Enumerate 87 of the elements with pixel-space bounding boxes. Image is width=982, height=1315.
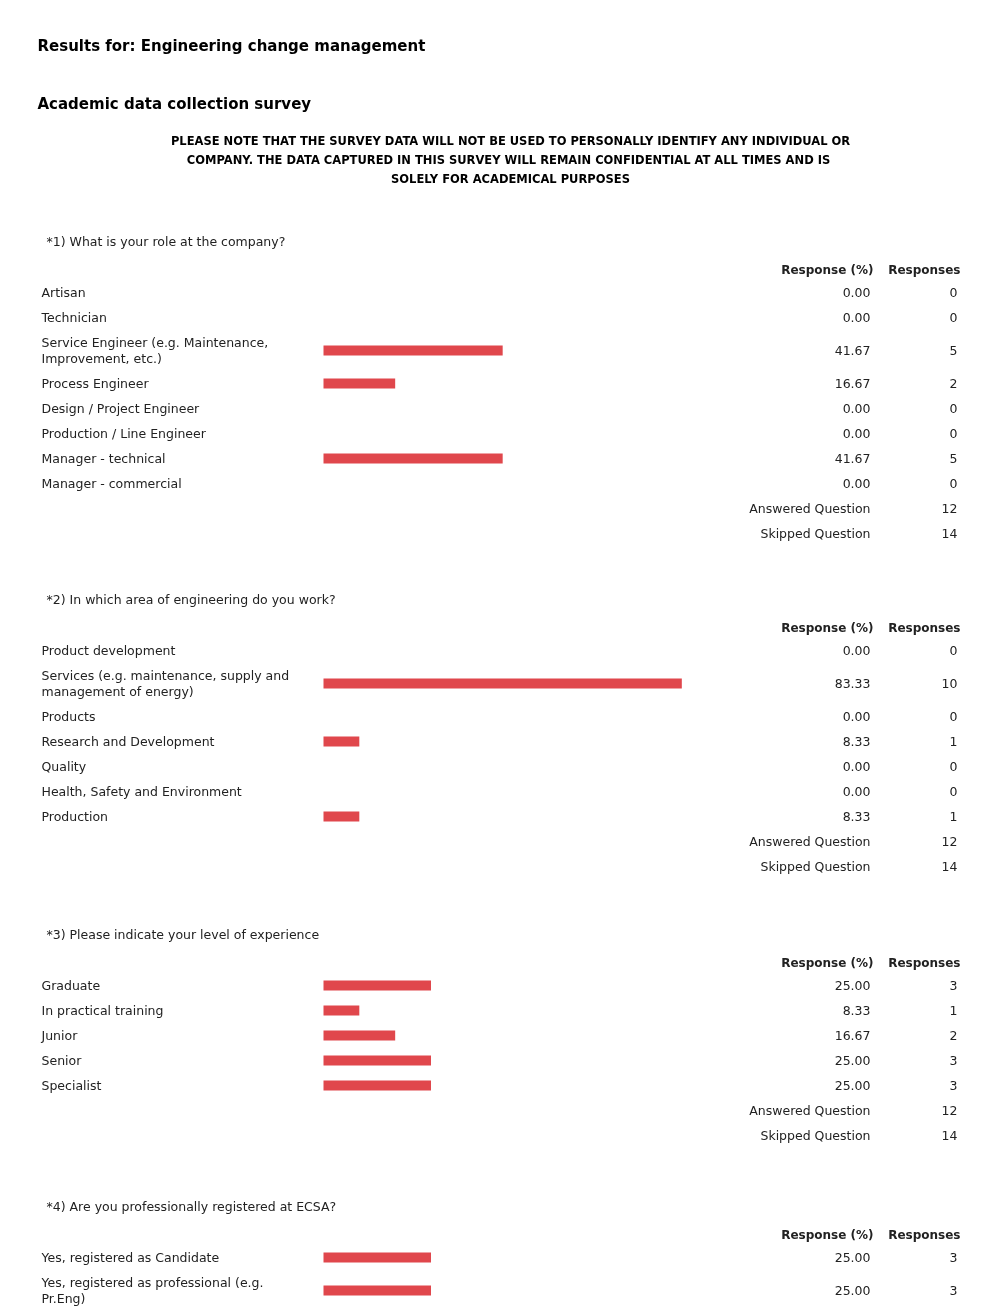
data-label: 25.00 — [834, 978, 871, 993]
data-label: 0.00 — [842, 310, 871, 325]
data-label: 41.67 — [834, 343, 871, 358]
text: 10 — [941, 676, 958, 691]
category-label: Products — [41, 709, 96, 724]
category-label: Service Engineer (e.g. Maintenance, Improvement, etc.) — [41, 335, 269, 366]
text: Results for: Engineering change management — [37, 36, 426, 55]
text: 2 — [949, 1028, 958, 1043]
text: 3 — [949, 1283, 958, 1298]
data-label: 0.00 — [842, 426, 871, 441]
data-label: 16.67 — [834, 376, 871, 391]
data-label: 0.00 — [842, 476, 871, 491]
text: Answered Question 12 — [749, 834, 958, 849]
category-label: Process Engineer — [41, 376, 149, 391]
text: Answered Question 12 — [749, 501, 958, 516]
text: Response (%) — [781, 955, 874, 970]
category-label: Manager - technical — [41, 451, 166, 466]
category-label: Specialist — [41, 1078, 102, 1093]
text: 0 — [949, 476, 958, 491]
category-label: Services (e.g. maintenance, supply and management of energy) — [41, 668, 290, 699]
text: Response (%) — [781, 620, 874, 635]
category-label: Manager - commercial — [41, 476, 182, 491]
text: 0 — [949, 759, 958, 774]
text: 0 — [949, 310, 958, 325]
text: 1 — [949, 1003, 958, 1018]
data-label: 41.67 — [834, 451, 871, 466]
y-axis-title: *2) In which area of engineering do you work? — [46, 592, 336, 607]
data-label: 25.00 — [834, 1078, 871, 1093]
data-label: 16.67 — [834, 1028, 871, 1043]
data-label: 0.00 — [842, 759, 871, 774]
category-label: Health, Safety and Environment — [41, 784, 242, 799]
text: 5 — [949, 451, 958, 466]
category-label: Production / Line Engineer — [41, 426, 206, 441]
category-label: Research and Development — [41, 734, 215, 749]
category-label: Senior — [41, 1053, 82, 1068]
text: Responses — [888, 1227, 961, 1242]
text: Responses — [888, 955, 961, 970]
text: PLEASE NOTE THAT THE SURVEY DATA WILL NOT BE USED TO PERSONALLY IDENTIFY ANY INDIVIDUAL OR COMPANY. THE DATA CAPTURED IN THIS SURVEY WILL REMAIN CONFIDENTIAL AT ALL TIMES AND IS SOLELY FOR ACADEMICAL PURPOSES — [170, 133, 851, 186]
category-label: In practical training — [41, 1003, 164, 1018]
category-label: Product development — [41, 643, 176, 658]
y-axis-title: *4) Are you professionally registered at ECSA? — [46, 1199, 337, 1214]
category-label: Junior — [41, 1028, 78, 1043]
category-label: Design / Project Engineer — [41, 401, 200, 416]
text: 0 — [949, 643, 958, 658]
category-label: Yes, registered as Candidate — [41, 1250, 220, 1265]
text: 3 — [949, 1250, 958, 1265]
category-label: Technician — [41, 310, 107, 325]
text: Response (%) — [781, 262, 874, 277]
category-label: Production — [41, 809, 109, 824]
text: Skipped Question 14 — [760, 1128, 958, 1143]
text: Skipped Question 14 — [760, 859, 958, 874]
text: Skipped Question 14 — [760, 526, 958, 541]
data-label: 0.00 — [842, 709, 871, 724]
data-label: 0.00 — [842, 285, 871, 300]
data-label: 25.00 — [834, 1053, 871, 1068]
text: 5 — [949, 343, 958, 358]
data-label: 0.00 — [842, 401, 871, 416]
text: 0 — [949, 784, 958, 799]
y-axis-title: *1) What is your role at the company? — [46, 234, 286, 249]
text: Academic data collection survey — [37, 94, 312, 113]
text: 0 — [949, 285, 958, 300]
category-label: Graduate — [41, 978, 101, 993]
text: 3 — [949, 1078, 958, 1093]
category-label: Quality — [41, 759, 87, 774]
y-axis-title: *3) Please indicate your level of experience — [46, 927, 320, 942]
data-label: 83.33 — [834, 676, 871, 691]
data-label: 25.00 — [834, 1283, 871, 1298]
data-label: 25.00 — [834, 1250, 871, 1265]
category-label: Yes, registered as professional (e.g. Pr.Eng) — [41, 1275, 264, 1306]
text: 0 — [949, 426, 958, 441]
text: Responses — [888, 620, 961, 635]
text: 0 — [949, 709, 958, 724]
text: 2 — [949, 376, 958, 391]
text: 3 — [949, 1053, 958, 1068]
text: Responses — [888, 262, 961, 277]
data-label: 8.33 — [842, 809, 871, 824]
category-label: Artisan — [41, 285, 86, 300]
text: Answered Question 12 — [749, 1103, 958, 1118]
data-label: 8.33 — [842, 1003, 871, 1018]
data-label: 8.33 — [842, 734, 871, 749]
text: 0 — [949, 401, 958, 416]
text: 1 — [949, 809, 958, 824]
data-label: 0.00 — [842, 643, 871, 658]
text: 1 — [949, 734, 958, 749]
text: 3 — [949, 978, 958, 993]
text: Response (%) — [781, 1227, 874, 1242]
data-label: 0.00 — [842, 784, 871, 799]
